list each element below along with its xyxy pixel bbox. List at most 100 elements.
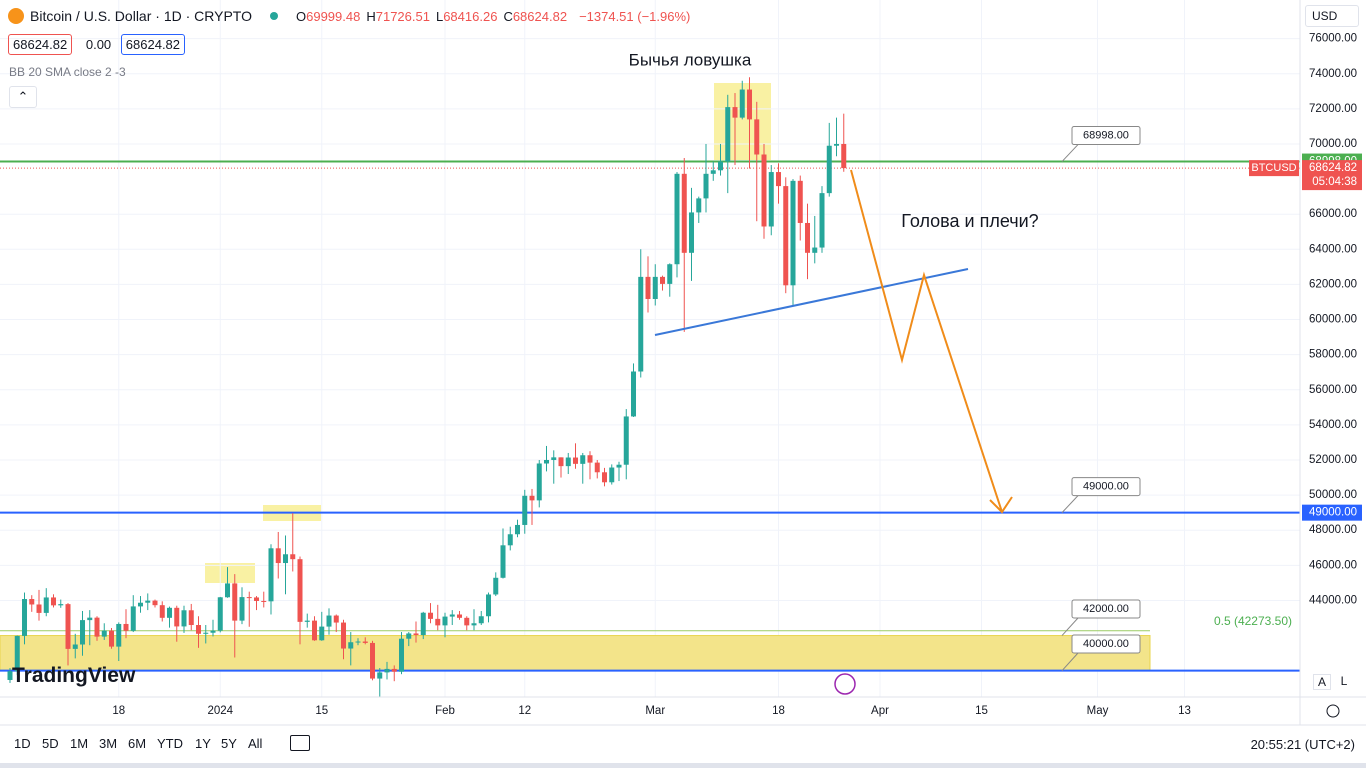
spread: 0.00 xyxy=(85,37,112,52)
y-tick-label: 62000.00 xyxy=(1309,278,1357,290)
candle-body xyxy=(696,198,702,213)
timeframe-button[interactable]: All xyxy=(248,736,263,751)
candle-body xyxy=(631,371,637,417)
candle-body xyxy=(348,642,354,649)
candle-body xyxy=(268,548,274,602)
callout-leader xyxy=(1061,495,1079,513)
candle-body xyxy=(493,577,499,595)
candle-body xyxy=(261,600,267,602)
status-dot xyxy=(269,12,278,20)
candle-body xyxy=(123,623,129,631)
timeframe-button[interactable]: 5D xyxy=(42,736,59,751)
callout-leader xyxy=(1061,652,1079,672)
candle-body xyxy=(536,463,542,501)
timeframe-button[interactable]: 5Y xyxy=(221,736,237,751)
y-tick-label: 76000.00 xyxy=(1309,33,1357,45)
candle-body xyxy=(732,107,738,118)
y-tick-label: 50000.00 xyxy=(1309,489,1357,501)
symbol-label: BTCUSD xyxy=(1251,162,1296,174)
candle-body xyxy=(565,457,571,467)
status-bar xyxy=(0,763,1366,768)
candle-body xyxy=(718,161,724,171)
y-tick-label: 58000.00 xyxy=(1309,349,1357,361)
y-tick-label: 44000.00 xyxy=(1309,594,1357,606)
y-tick-label: 70000.00 xyxy=(1309,138,1357,150)
candle-body xyxy=(544,459,550,464)
callout-label: 68998.00 xyxy=(1083,129,1129,141)
candle-body xyxy=(645,276,651,299)
candle-body xyxy=(341,622,347,649)
axis-level-tag xyxy=(1302,504,1362,521)
ask[interactable]: 68624.82 xyxy=(120,34,186,55)
candle-body xyxy=(391,668,397,672)
x-tick-label: 15 xyxy=(975,705,988,717)
y-tick-label: 60000.00 xyxy=(1309,314,1357,326)
x-tick-label: Feb xyxy=(435,705,455,717)
timeframe-button[interactable]: 1Y xyxy=(195,736,211,751)
ohlc-value: 69999.48 xyxy=(306,8,361,24)
timeframe-button[interactable]: 1D xyxy=(14,736,31,751)
candle-body xyxy=(638,276,644,372)
candle-body xyxy=(587,455,593,463)
callout-box xyxy=(1071,477,1141,497)
candle-body xyxy=(442,616,448,626)
header: Bitcoin / U.S. Dollar · 1D · CRYPTO O699… xyxy=(8,8,690,24)
timeframe-button[interactable]: 6M xyxy=(128,736,147,751)
log-scale[interactable]: L xyxy=(1340,674,1348,688)
candle-body xyxy=(710,170,716,174)
ohlc-key: H xyxy=(366,8,376,24)
candle-body xyxy=(116,623,122,647)
candle-body xyxy=(551,457,557,460)
candle-body xyxy=(138,602,144,607)
candle-body xyxy=(370,642,376,679)
callout-label: 42000.00 xyxy=(1083,603,1129,615)
timeframe-button[interactable]: 3M xyxy=(99,736,118,751)
arrow-head xyxy=(989,496,1013,514)
candle-body xyxy=(384,668,390,673)
candle-body xyxy=(94,617,100,637)
y-tick-label: 72000.00 xyxy=(1309,103,1357,115)
candle-body xyxy=(428,612,434,619)
candle-body xyxy=(225,583,231,598)
candle-body xyxy=(101,630,107,637)
candle-body xyxy=(739,89,745,118)
candle-body xyxy=(283,554,289,564)
candle-body xyxy=(834,143,840,146)
candle-body xyxy=(413,633,419,636)
trendline xyxy=(654,268,969,336)
candle-body xyxy=(290,554,296,560)
candle-body xyxy=(7,671,13,680)
event-icon[interactable] xyxy=(834,673,856,695)
settings-icon[interactable] xyxy=(1326,704,1340,718)
candle-body xyxy=(239,597,245,621)
timeframe-button[interactable]: 1M xyxy=(70,736,89,751)
candle-body xyxy=(406,633,412,639)
price-axis xyxy=(1300,0,1366,697)
candle-body xyxy=(652,276,658,299)
candle-body xyxy=(355,641,361,643)
candle-body xyxy=(826,145,832,194)
bid[interactable]: 68624.82 xyxy=(8,34,73,55)
candle-body xyxy=(609,467,615,483)
candle-body xyxy=(529,495,535,501)
currency-select[interactable]: USD xyxy=(1305,5,1359,27)
auto-scale[interactable]: A xyxy=(1313,674,1331,690)
candle-body xyxy=(51,597,57,606)
candle-body xyxy=(776,172,782,187)
calendar-icon[interactable] xyxy=(290,735,310,751)
y-tick-label: 66000.00 xyxy=(1309,208,1357,220)
y-tick-label: 64000.00 xyxy=(1309,243,1357,255)
ohlc-item: H71726.51 xyxy=(366,9,430,24)
zone xyxy=(0,635,1151,672)
candle-body xyxy=(333,615,339,623)
collapse-button[interactable]: ⌃ xyxy=(9,86,37,108)
y-tick-label: 54000.00 xyxy=(1309,419,1357,431)
candle-body xyxy=(725,107,731,162)
timeframe-button[interactable]: YTD xyxy=(157,736,183,751)
candle-body xyxy=(326,615,332,627)
x-tick-label: 13 xyxy=(1178,705,1191,717)
candle-body xyxy=(65,604,71,649)
candle-body xyxy=(319,626,325,641)
candle-body xyxy=(399,638,405,672)
plot-bg xyxy=(0,0,1300,697)
